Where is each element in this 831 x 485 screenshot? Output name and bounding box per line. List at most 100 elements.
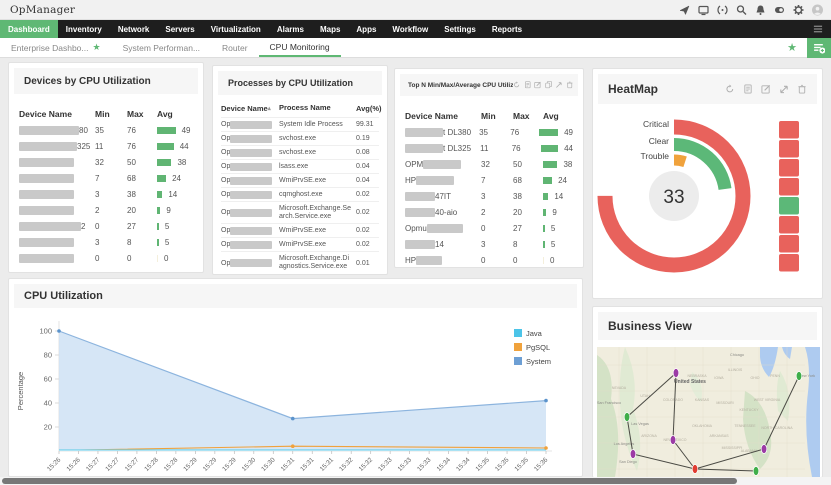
map-link: [632, 453, 696, 470]
nav-tab-virtualization[interactable]: Virtualization: [210, 24, 261, 34]
table-row[interactable]: HP 0 0 0: [405, 252, 573, 268]
avg-cell: 9: [157, 206, 193, 215]
max-cell: 50: [513, 159, 522, 169]
nav-tab-alarms[interactable]: Alarms: [276, 24, 304, 34]
table-row[interactable]: Op Microsoft.Exchange.Search.Service.exe…: [221, 201, 379, 223]
dashboard-tab-router[interactable]: Router: [211, 38, 259, 57]
table-row[interactable]: Opmu 0 27 5: [405, 220, 573, 236]
table-row[interactable]: Op Microsoft.Exchange.Diagnostics.Servic…: [221, 251, 379, 273]
widget-title: CPU Utilization: [24, 290, 103, 302]
table-row[interactable]: Op WmiPrvSE.exe 0.04: [221, 173, 379, 187]
trash-icon[interactable]: [566, 81, 574, 89]
table-row[interactable]: Op lsass.exe 0.04: [221, 159, 379, 173]
nav-tab-servers[interactable]: Servers: [165, 24, 195, 34]
table-row[interactable]: t DL380 35 76 49: [405, 124, 573, 140]
table-row[interactable]: 0 0 0: [19, 250, 193, 266]
widget-title: Top N Min/Max/Average CPU Utiliza: [408, 81, 513, 89]
trash-icon[interactable]: [797, 84, 807, 94]
table-row[interactable]: Op svchost.exe 0.19: [221, 131, 379, 145]
table-row[interactable]: Op WmiPrvSE.exe 0.02: [221, 237, 379, 251]
redacted-device-name: [230, 190, 273, 199]
widget-title: Devices by CPU Utilization: [24, 75, 151, 87]
nav-tab-dashboard[interactable]: Dashboard: [0, 20, 58, 38]
map-link: [694, 448, 765, 470]
gear-icon[interactable]: [793, 4, 804, 15]
nav-tab-settings[interactable]: Settings: [444, 24, 476, 34]
table-row[interactable]: 3 8 5: [19, 234, 193, 250]
min-cell: 35: [479, 127, 488, 137]
redacted-device-name: [19, 205, 74, 215]
redacted-device-name: [230, 148, 273, 157]
map-state-label: WEST VIRGINIA: [754, 398, 781, 402]
col-device-name[interactable]: Device Name ▴: [221, 104, 271, 113]
redacted-device-name: [19, 237, 74, 247]
nav-tab-apps[interactable]: Apps: [356, 24, 377, 34]
bell-icon[interactable]: [755, 4, 766, 15]
search-icon[interactable]: [736, 4, 747, 15]
refresh-icon[interactable]: [725, 84, 735, 94]
avg-cell: 24: [157, 174, 193, 183]
dashboard-tab-cpu-monitoring[interactable]: CPU Monitoring: [258, 38, 341, 57]
video-icon[interactable]: [774, 4, 785, 15]
table-row[interactable]: 3 38 14: [19, 186, 193, 202]
favorite-star-icon[interactable]: ★: [787, 42, 797, 54]
avg-cell: 49: [157, 126, 193, 135]
sync-icon[interactable]: [717, 4, 728, 15]
send-icon[interactable]: [679, 4, 690, 15]
copy-icon[interactable]: [544, 81, 553, 89]
report-icon[interactable]: [743, 84, 753, 94]
table-row[interactable]: 325 11 76 44: [19, 138, 193, 154]
table-row[interactable]: Op System Idle Process 99.31: [221, 117, 379, 131]
expand-icon[interactable]: [779, 84, 789, 94]
avatar-icon[interactable]: [812, 4, 823, 15]
table-row[interactable]: 80 35 76 49: [19, 122, 193, 138]
table-row[interactable]: OPM 32 50 38: [405, 156, 573, 172]
nav-tab-reports[interactable]: Reports: [491, 24, 523, 34]
nav-tab-network[interactable]: Network: [117, 24, 150, 34]
device-name-cell: HP: [405, 175, 481, 185]
table-header-row: Device Name Min Max Avg: [19, 105, 193, 122]
table-row[interactable]: Op cqmghost.exe 0.02: [221, 187, 379, 201]
process-name-cell: WmiPrvSE.exe: [279, 176, 327, 184]
scrollbar-thumb[interactable]: [2, 478, 737, 484]
table-row[interactable]: 2 20 9: [19, 202, 193, 218]
nav-tab-maps[interactable]: Maps: [319, 24, 341, 34]
monitor-icon[interactable]: [698, 4, 709, 15]
link-icon[interactable]: [555, 81, 563, 89]
report-icon[interactable]: [524, 81, 532, 89]
redacted-device-name: [19, 157, 74, 167]
svg-text:15:27: 15:27: [85, 456, 102, 473]
nav-tab-inventory[interactable]: Inventory: [65, 24, 102, 34]
redacted-device-name: [19, 173, 74, 183]
svg-text:15:31: 15:31: [319, 456, 336, 473]
add-dashboard-button[interactable]: [807, 37, 831, 58]
device-name-cell: [19, 205, 95, 215]
table-row[interactable]: t DL325 11 76 44: [405, 140, 573, 156]
business-view-map[interactable]: NEVADA UTAH COLORADO KANSAS MISSOURI ILLINOIS…: [597, 347, 820, 482]
dashboard-tab-system-performan-[interactable]: System Performan...: [112, 38, 211, 57]
device-name-cell: 2: [19, 221, 95, 231]
table-row[interactable]: 2 0 27 5: [19, 218, 193, 234]
dashboard-tab-enterprise-dashbo-[interactable]: Enterprise Dashbo... ★: [0, 38, 112, 57]
map-device-node: [795, 371, 803, 381]
table-row[interactable]: Op svchost.exe 0.08: [221, 145, 379, 159]
map-state-label: NORTH CAROLINA: [761, 426, 793, 430]
table-row[interactable]: HP 7 68 24: [405, 172, 573, 188]
nav-overflow-icon[interactable]: [813, 20, 823, 38]
table-row[interactable]: 14 3 8 5: [405, 236, 573, 252]
redacted-device-name: [19, 141, 77, 151]
table-row[interactable]: 7 68 24: [19, 170, 193, 186]
table-row[interactable]: Op WmiPrvSE.exe 0.02: [221, 223, 379, 237]
horizontal-scrollbar[interactable]: [0, 477, 831, 485]
table-row[interactable]: 40-aio 2 20 9: [405, 204, 573, 220]
edit-icon[interactable]: [761, 84, 771, 94]
table-row[interactable]: 47IT 3 38 14: [405, 188, 573, 204]
edit-icon[interactable]: [534, 81, 542, 89]
table-row[interactable]: 32 50 38: [19, 154, 193, 170]
refresh-icon[interactable]: [513, 81, 521, 89]
device-name-cell: Op: [221, 190, 279, 199]
heatmap-cell: [779, 178, 799, 196]
col-min: Min: [95, 108, 110, 119]
min-cell: 11: [480, 143, 489, 153]
nav-tab-workflow[interactable]: Workflow: [392, 24, 429, 34]
